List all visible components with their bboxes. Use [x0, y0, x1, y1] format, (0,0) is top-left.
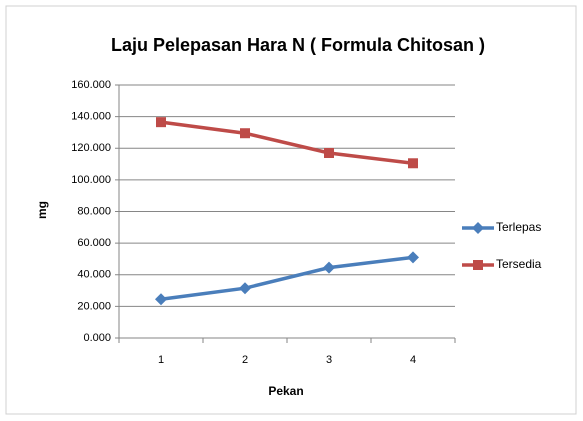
chart-title: Laju Pelepasan Hara N ( Formula Chitosan…	[111, 35, 485, 55]
marker	[156, 117, 166, 128]
x-axis-label: Pekan	[268, 384, 303, 398]
series-line	[160, 255, 414, 301]
series-line	[160, 120, 414, 166]
marker	[239, 282, 251, 295]
y-tick-label: 80.000	[77, 205, 111, 217]
legend-label: Terlepas	[496, 220, 541, 234]
y-axis-label: mg	[35, 201, 49, 219]
marker	[408, 158, 418, 169]
x-tick-label: 4	[410, 354, 416, 366]
marker	[240, 128, 250, 139]
marker	[323, 261, 335, 274]
y-tick-label: 100.000	[71, 174, 111, 186]
legend-marker	[472, 222, 484, 234]
y-tick-label: 20.000	[77, 300, 111, 312]
x-tick-label: 2	[242, 354, 248, 366]
legend-marker	[473, 260, 483, 270]
y-tick-label: 140.000	[71, 111, 111, 123]
y-tick-label: 40.000	[77, 269, 111, 281]
marker	[324, 147, 334, 158]
y-tick-label: 120.000	[71, 142, 111, 154]
y-tick-label: 160.000	[71, 79, 111, 91]
legend-label: Tersedia	[496, 257, 542, 271]
x-tick-label: 3	[326, 354, 332, 366]
marker	[155, 293, 167, 306]
x-tick-label: 1	[158, 354, 164, 366]
chart-frame	[5, 5, 577, 415]
marker	[407, 251, 419, 264]
y-tick-label: 60.000	[77, 237, 111, 249]
y-tick-label: 0.000	[83, 332, 111, 344]
